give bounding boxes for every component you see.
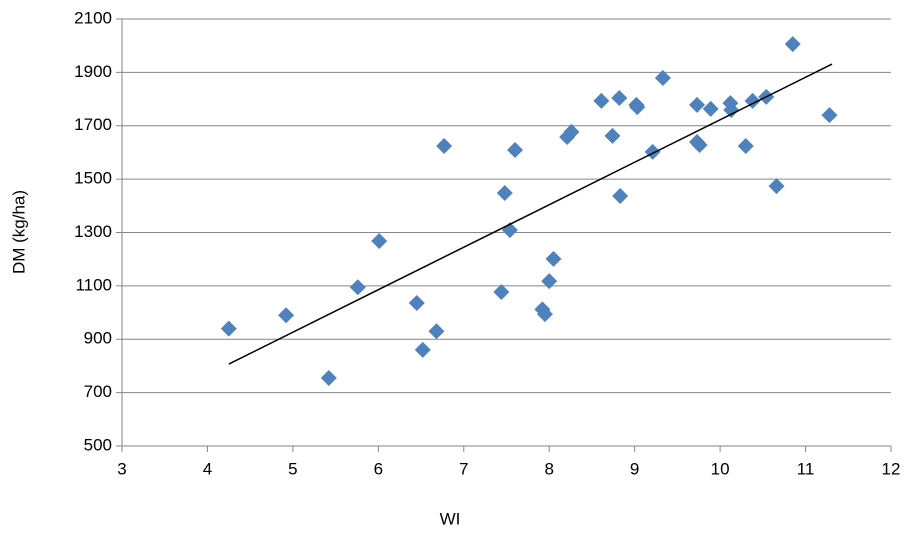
point bbox=[493, 284, 510, 301]
y-tick-label: 1700 bbox=[74, 115, 112, 134]
point bbox=[278, 307, 295, 324]
y-tick-label: 1500 bbox=[74, 169, 112, 188]
point bbox=[612, 187, 629, 204]
point bbox=[220, 320, 237, 337]
y-tick-label: 2100 bbox=[74, 8, 112, 27]
y-tick-label: 500 bbox=[84, 435, 112, 454]
y-tick-label: 900 bbox=[84, 329, 112, 348]
point bbox=[689, 96, 706, 113]
point bbox=[702, 100, 719, 117]
x-tick-label: 12 bbox=[882, 459, 901, 478]
point bbox=[737, 138, 754, 155]
point bbox=[536, 306, 553, 323]
point bbox=[320, 369, 337, 386]
point bbox=[723, 102, 740, 119]
point bbox=[507, 142, 524, 159]
point bbox=[349, 279, 366, 296]
y-tick-label: 700 bbox=[84, 382, 112, 401]
point bbox=[691, 136, 708, 153]
x-tick-label: 4 bbox=[203, 459, 212, 478]
point bbox=[545, 250, 562, 267]
point bbox=[371, 233, 388, 250]
point bbox=[563, 123, 580, 140]
trendline bbox=[228, 63, 833, 365]
point bbox=[496, 185, 513, 202]
point bbox=[414, 341, 431, 358]
y-tick-label: 1100 bbox=[75, 275, 112, 294]
y-axis-label: DM (kg/ha) bbox=[9, 190, 28, 274]
x-axis-label: WI bbox=[440, 509, 461, 528]
x-tick-label: 6 bbox=[374, 459, 383, 478]
point bbox=[408, 294, 425, 311]
x-tick-label: 11 bbox=[797, 459, 815, 478]
point bbox=[428, 323, 445, 340]
point bbox=[541, 273, 558, 290]
point bbox=[784, 36, 801, 53]
point bbox=[629, 99, 646, 116]
y-tick-label: 1300 bbox=[74, 222, 112, 241]
point bbox=[436, 138, 453, 155]
point bbox=[611, 89, 628, 106]
point bbox=[654, 69, 671, 86]
point bbox=[768, 178, 785, 195]
x-tick-label: 7 bbox=[459, 459, 468, 478]
point bbox=[604, 127, 621, 144]
x-tick-label: 3 bbox=[117, 459, 126, 478]
point bbox=[644, 143, 661, 160]
x-tick-label: 10 bbox=[711, 459, 730, 478]
y-tick-label: 1900 bbox=[74, 62, 112, 81]
x-tick-label: 8 bbox=[544, 459, 553, 478]
point bbox=[821, 107, 838, 124]
x-tick-label: 5 bbox=[288, 459, 297, 478]
x-tick-label: 9 bbox=[630, 459, 639, 478]
point bbox=[593, 92, 610, 109]
